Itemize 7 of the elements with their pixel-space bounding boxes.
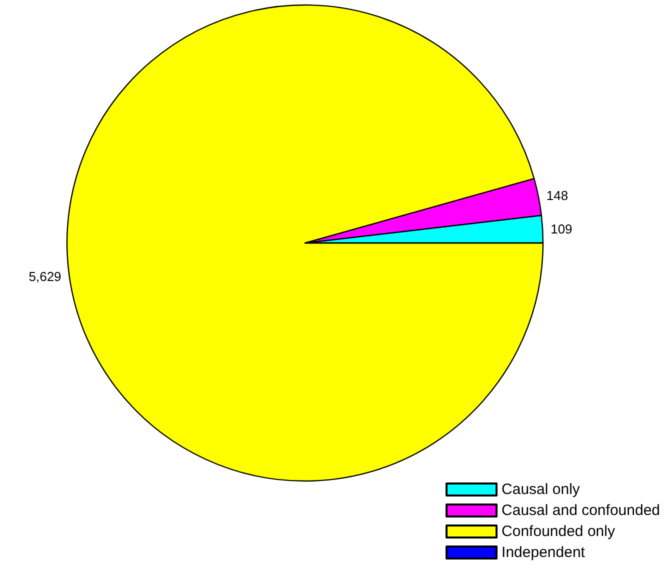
legend-label: Independent: [502, 544, 586, 561]
data-label: 5,629: [28, 268, 62, 284]
legend-label: Confounded only: [502, 523, 616, 540]
data-label: 109: [550, 221, 572, 236]
data-label: 148: [546, 188, 568, 204]
legend-label: Causal only: [502, 481, 580, 498]
legend-label: Causal and confounded: [502, 502, 660, 519]
